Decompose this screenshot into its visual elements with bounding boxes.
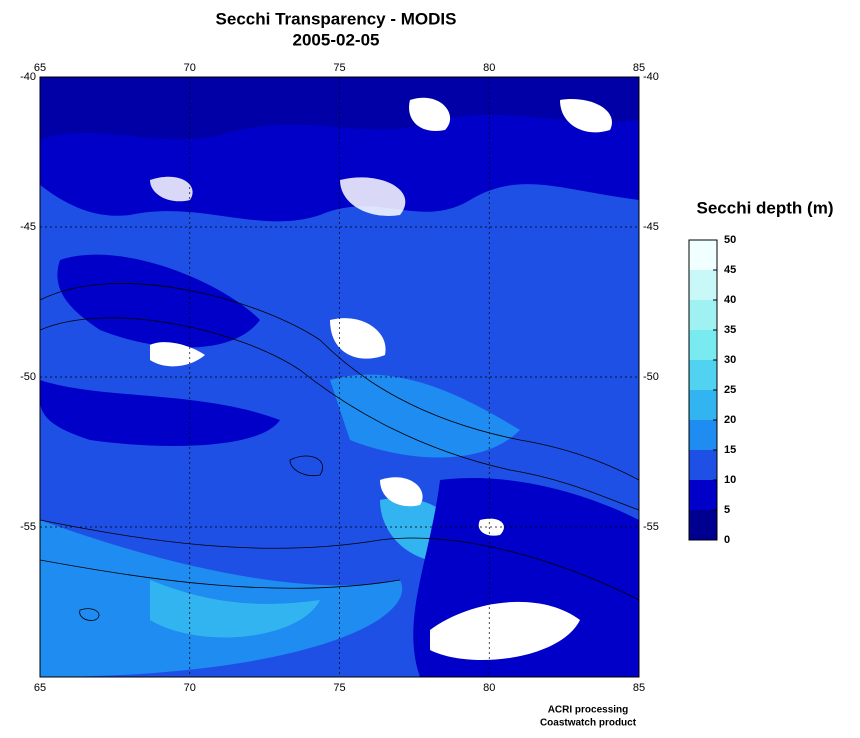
x-tick-label: 85 (633, 62, 645, 74)
colorbar-tick-label: 0 (724, 534, 730, 546)
x-tick-label: 65 (34, 62, 46, 74)
colorbar-swatch (689, 420, 717, 450)
colorbar-swatch (689, 270, 717, 300)
colorbar-swatch (689, 480, 717, 510)
colorbar-swatch (689, 390, 717, 420)
colorbar-tick-label: 50 (724, 234, 736, 246)
colorbar-tick-label: 20 (724, 414, 736, 426)
colorbar-swatch (689, 450, 717, 480)
x-tick-label: 75 (333, 682, 345, 694)
colorbar-swatch (689, 510, 717, 540)
credit: ACRI processing (548, 705, 629, 716)
colorbar-tick-label: 40 (724, 294, 736, 306)
colorbar-swatch (689, 330, 717, 360)
colorbar-swatch (689, 240, 717, 270)
x-tick-label: 80 (483, 682, 495, 694)
y-tick-label: -55 (643, 521, 659, 533)
colorbar-swatch (689, 360, 717, 390)
colorbar-tick-label: 10 (724, 474, 736, 486)
map-title: Secchi Transparency - MODIS (216, 9, 457, 28)
y-tick-label: -50 (643, 371, 659, 383)
colorbar-tick-label: 25 (724, 384, 736, 396)
y-tick-label: -50 (20, 371, 36, 383)
credit: Coastwatch product (540, 718, 637, 729)
x-tick-label: 85 (633, 682, 645, 694)
colorbar-tick-label: 30 (724, 354, 736, 366)
x-tick-label: 75 (333, 62, 345, 74)
map-subtitle: 2005-02-05 (293, 30, 380, 49)
colorbar-tick-label: 45 (724, 264, 736, 276)
y-tick-label: -55 (20, 521, 36, 533)
colorbar-swatch (689, 300, 717, 330)
colorbar-tick-label: 15 (724, 444, 736, 456)
y-tick-label: -45 (20, 221, 36, 233)
x-tick-label: 70 (184, 62, 196, 74)
colorbar-tick-label: 5 (724, 504, 730, 516)
x-tick-label: 70 (184, 682, 196, 694)
x-tick-label: 80 (483, 62, 495, 74)
y-tick-label: -40 (20, 71, 36, 83)
x-tick-label: 65 (34, 682, 46, 694)
y-tick-label: -45 (643, 221, 659, 233)
y-tick-label: -40 (643, 71, 659, 83)
colorbar-tick-label: 35 (724, 324, 736, 336)
colorbar-title: Secchi depth (m) (697, 198, 834, 217)
